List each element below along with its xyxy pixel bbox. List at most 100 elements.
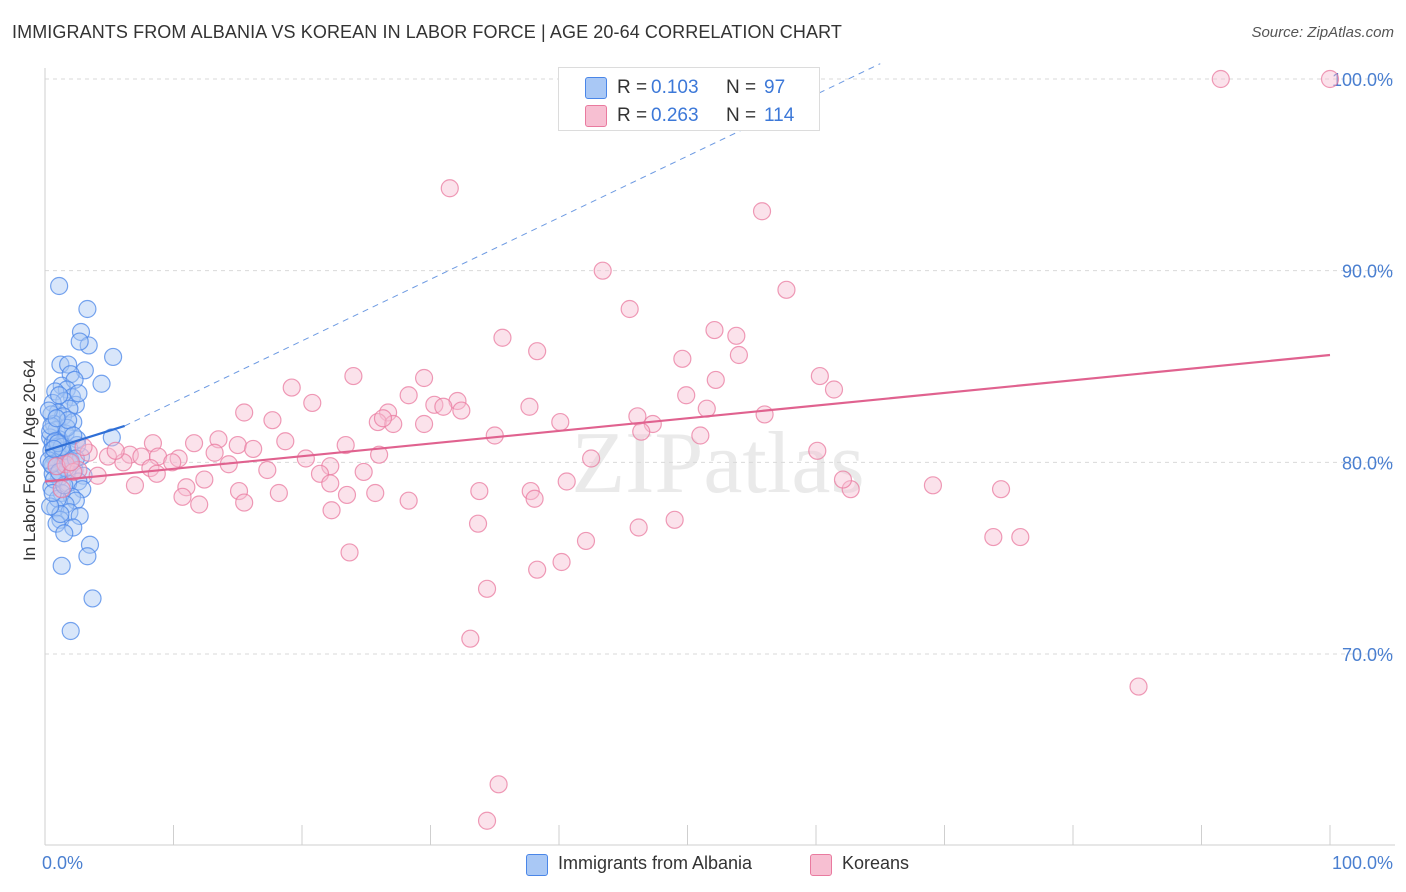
albania-point xyxy=(73,480,92,499)
korean-point xyxy=(808,441,827,460)
legend-stats: R = 0.103 N = 97 R = 0.263 N = 114 xyxy=(558,67,820,131)
legend-label-albania: Immigrants from Albania xyxy=(558,853,753,873)
albania-point xyxy=(64,518,83,537)
korean-point xyxy=(991,480,1011,499)
legend-n-label: N = xyxy=(726,77,757,98)
legend-series: Immigrants from Albania Koreans xyxy=(0,852,1406,878)
legend-r-value: 0.103 xyxy=(651,77,699,98)
korean-point xyxy=(125,476,145,495)
albania-point xyxy=(52,556,71,575)
korean-point xyxy=(551,412,570,432)
korean-point xyxy=(833,470,853,489)
korean-point xyxy=(414,414,434,434)
korean-point xyxy=(824,380,844,399)
korean-point xyxy=(366,483,385,503)
korean-point xyxy=(434,397,453,416)
korean-point xyxy=(489,775,508,794)
korean-point xyxy=(337,485,357,505)
korean-point xyxy=(677,386,696,405)
korean-point xyxy=(235,403,254,422)
albania-point xyxy=(70,332,89,351)
legend-swatch-koreans xyxy=(585,105,607,127)
albania-point xyxy=(55,524,74,543)
korean-point xyxy=(1320,69,1340,89)
korean-point xyxy=(528,342,547,361)
korean-point xyxy=(147,464,166,483)
korean-point xyxy=(440,179,459,198)
korean-point xyxy=(177,478,196,497)
korean-point xyxy=(399,491,418,510)
korean-point xyxy=(576,531,596,551)
korean-point xyxy=(425,395,444,414)
korean-point xyxy=(414,368,434,388)
korean-point xyxy=(282,378,301,397)
korean-point xyxy=(370,445,389,464)
korean-point xyxy=(755,405,774,424)
albania-point xyxy=(70,506,89,526)
korean-point xyxy=(632,422,651,441)
korean-point xyxy=(229,481,249,501)
korean-point xyxy=(528,560,547,579)
korean-point xyxy=(235,493,254,512)
albania-point xyxy=(78,299,97,319)
y-tick-label: 100.0% xyxy=(1332,70,1393,90)
albania-point xyxy=(83,589,102,608)
legend-n-value: 97 xyxy=(764,77,786,98)
korean-point xyxy=(296,449,315,468)
albania-point xyxy=(92,374,111,393)
x-tick-label: 0.0% xyxy=(42,853,83,873)
korean-point xyxy=(984,527,1003,547)
legend-r-label: R = xyxy=(617,105,648,126)
y-tick-label: 70.0% xyxy=(1342,645,1393,665)
korean-point xyxy=(340,543,359,562)
y-tick-label: 90.0% xyxy=(1342,262,1393,282)
korean-point xyxy=(399,386,418,405)
korean-point xyxy=(205,443,224,462)
korean-point xyxy=(79,443,98,462)
korean-point xyxy=(384,414,403,434)
korean-point xyxy=(752,202,772,221)
korean-point xyxy=(1129,677,1148,696)
albania-point xyxy=(79,336,98,355)
korean-point xyxy=(52,480,71,499)
korean-point xyxy=(143,434,163,453)
korean-point xyxy=(706,370,725,390)
korean-point xyxy=(493,328,512,347)
korean-point xyxy=(452,401,471,420)
korean-point xyxy=(520,397,539,416)
korean-point xyxy=(841,480,860,499)
korean-point xyxy=(810,366,829,386)
korean-point xyxy=(263,411,282,430)
korean-point xyxy=(344,366,363,386)
albania-point xyxy=(66,491,85,510)
korean-point xyxy=(665,510,684,529)
korean-point xyxy=(582,449,601,468)
albania-point xyxy=(65,370,84,390)
korean-point xyxy=(729,345,749,365)
albania-point xyxy=(78,547,97,566)
korean-point xyxy=(468,514,488,533)
korean-point xyxy=(354,462,373,482)
chart-title: IMMIGRANTS FROM ALBANIA VS KOREAN IN LAB… xyxy=(12,22,842,42)
legend-swatch-koreans xyxy=(810,854,832,876)
legend-n-label: N = xyxy=(726,105,757,126)
albania-point xyxy=(47,409,66,428)
korean-point xyxy=(303,393,322,413)
legend-row-koreans: R = 0.263 N = 114 xyxy=(559,101,819,129)
korean-point xyxy=(525,489,544,508)
korean-point xyxy=(923,476,943,495)
legend-row-albania: R = 0.103 N = 97 xyxy=(559,73,819,101)
korean-point xyxy=(244,439,263,459)
korean-point xyxy=(184,434,204,453)
korean-point xyxy=(61,453,80,472)
korean-point xyxy=(697,399,716,418)
korean-point xyxy=(620,299,639,319)
korean-point xyxy=(322,501,341,520)
korean-point xyxy=(470,481,489,501)
albania-point xyxy=(69,384,88,403)
albania-point xyxy=(39,401,58,420)
korean-point xyxy=(552,552,571,572)
legend-swatch-albania xyxy=(585,77,607,99)
legend-swatch-albania xyxy=(526,854,548,876)
